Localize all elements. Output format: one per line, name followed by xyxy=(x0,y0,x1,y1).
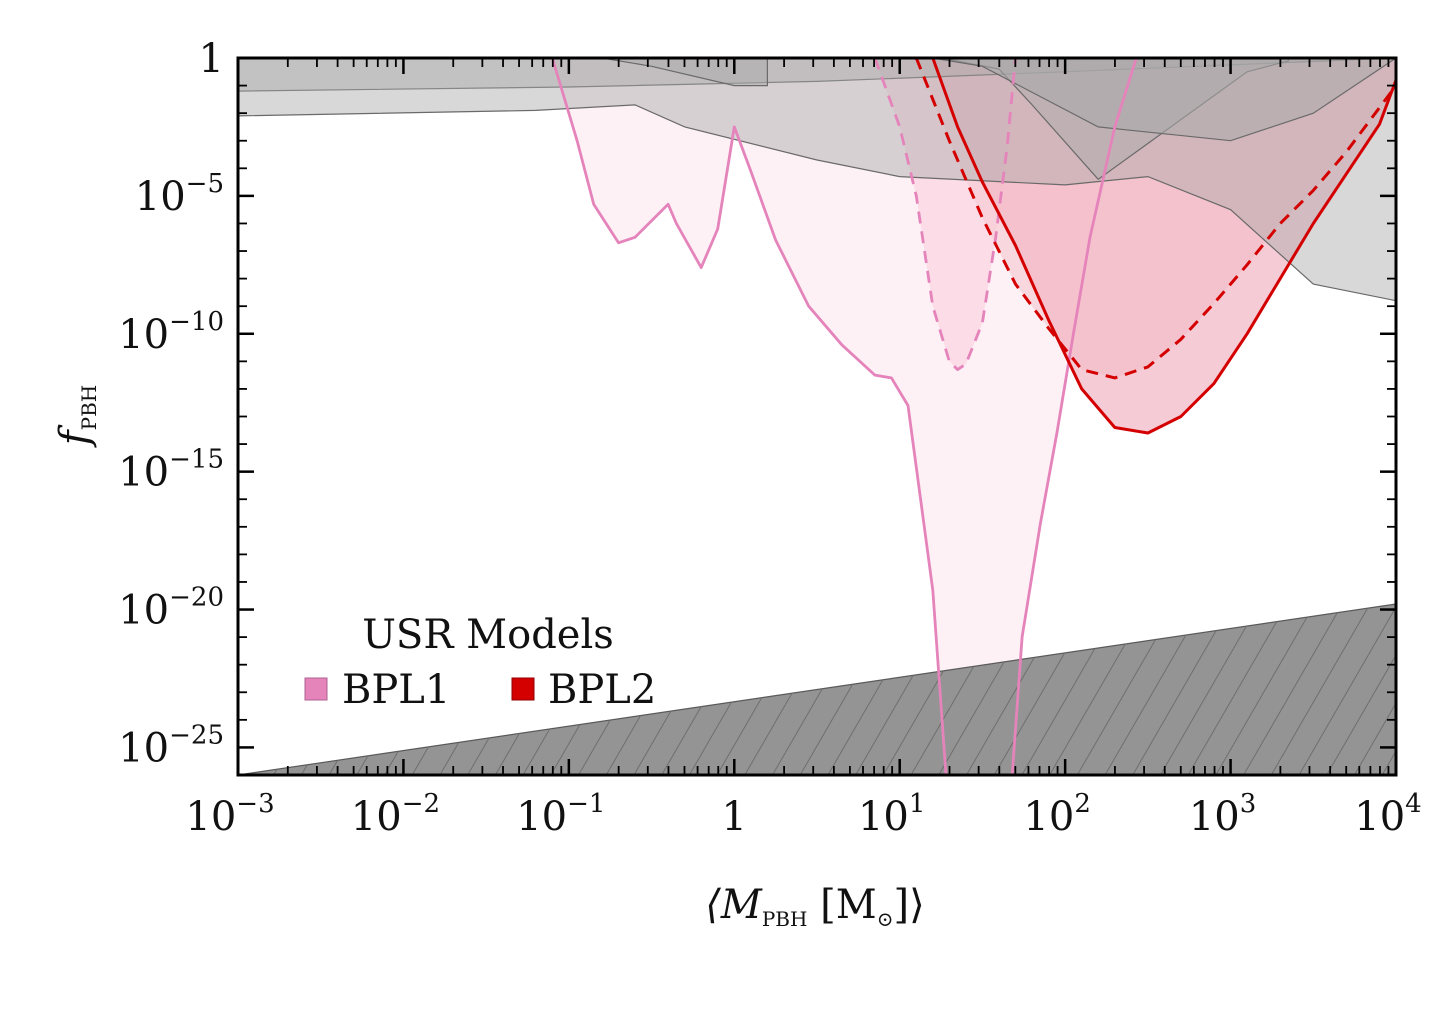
y-tick-label-exp: −15 xyxy=(169,445,224,475)
x-tick-label-exp: −3 xyxy=(236,789,274,819)
tick-label-layer: 10−3 10−2 10−1 1 101 102 103 104110−510−1010−15… xyxy=(118,36,1422,840)
y-tick-label-base: 10 xyxy=(135,174,186,220)
line-layer xyxy=(550,58,1396,775)
legend-label-bpl2: BPL2 xyxy=(548,667,656,713)
x-tick-label: 104 xyxy=(1354,789,1421,840)
y-tick-label-exp: −10 xyxy=(169,307,224,337)
y-tick-label: 1 xyxy=(199,36,224,82)
series-fill-bpl2-solid xyxy=(932,58,1396,433)
x-tick-label-exp: −1 xyxy=(567,789,605,819)
constraint-layer xyxy=(238,58,1396,302)
x-tick-label-exp: 3 xyxy=(1240,789,1257,819)
y-tick-label-base: 10 xyxy=(118,725,169,771)
y-tick-label-base: 10 xyxy=(118,312,169,358)
y-tick-label-base: 10 xyxy=(118,588,169,634)
y-tick-label: 10−10 xyxy=(118,307,224,358)
series-line-bpl1-dashed xyxy=(873,58,1017,371)
x-tick-label-exp: 2 xyxy=(1074,789,1091,819)
hatched-region-pattern xyxy=(238,604,1396,775)
x-tick-label: 10−1 xyxy=(516,789,605,840)
x-tick-label-base: 1 xyxy=(722,794,747,840)
x-tick-label-base: 10 xyxy=(516,794,567,840)
x-tick-label: 1 xyxy=(722,794,747,840)
x-axis-label-sub: PBH xyxy=(762,907,808,931)
series-layer xyxy=(552,58,1396,775)
y-tick-label-exp: −25 xyxy=(169,720,224,750)
y-tick-label-base: 10 xyxy=(118,450,169,496)
x-tick-label: 10−3 xyxy=(185,789,274,840)
x-axis-label-pre: ⟨M xyxy=(705,882,763,928)
x-tick-label-base: 10 xyxy=(1189,794,1240,840)
x-tick-label-exp: 4 xyxy=(1405,789,1422,819)
x-axis-label: ⟨MPBH [M⊙]⟩ xyxy=(705,882,924,931)
y-tick-label: 10−15 xyxy=(118,445,224,496)
series-line-bpl2-dashed xyxy=(914,58,1396,380)
tick-layer xyxy=(236,56,1398,776)
legend-swatch-bpl1 xyxy=(304,677,328,701)
x-tick-label-base: 10 xyxy=(858,794,909,840)
series-line-bpl1-solid xyxy=(550,58,1138,775)
y-tick-label-base: 1 xyxy=(199,36,224,82)
legend-label-bpl1: BPL1 xyxy=(342,667,450,713)
y-tick-label: 10−5 xyxy=(135,169,224,220)
y-tick-label-exp: −20 xyxy=(169,583,224,613)
y-tick-label: 10−25 xyxy=(118,720,224,771)
x-axis-label-sun: ⊙ xyxy=(877,907,894,931)
y-axis-label: fPBH xyxy=(52,385,101,448)
x-axis-label-post: [M xyxy=(807,882,876,928)
constraint-region-5 xyxy=(932,58,1396,142)
legend: USR Models BPL1 BPL2 xyxy=(304,612,656,713)
series-line-bpl2-solid xyxy=(931,58,1396,435)
x-tick-label-base: 10 xyxy=(1354,794,1405,840)
y-tick-label: 10−20 xyxy=(118,583,224,634)
x-tick-label-exp: 1 xyxy=(909,789,926,819)
legend-swatch-bpl2 xyxy=(511,677,535,701)
legend-title: USR Models xyxy=(362,612,614,658)
y-tick-label-exp: −5 xyxy=(186,169,224,199)
x-tick-label: 103 xyxy=(1189,789,1256,840)
x-tick-label-base: 10 xyxy=(1023,794,1074,840)
y-axis-label-sub: PBH xyxy=(77,385,101,431)
x-tick-label-base: 10 xyxy=(185,794,236,840)
x-tick-label: 102 xyxy=(1023,789,1090,840)
x-tick-label: 10−2 xyxy=(351,789,440,840)
x-tick-label-base: 10 xyxy=(351,794,402,840)
hatch-layer xyxy=(238,603,1396,775)
x-tick-label-exp: −2 xyxy=(402,789,440,819)
x-axis-label-end: ]⟩ xyxy=(894,882,925,928)
x-tick-label: 101 xyxy=(858,789,925,840)
